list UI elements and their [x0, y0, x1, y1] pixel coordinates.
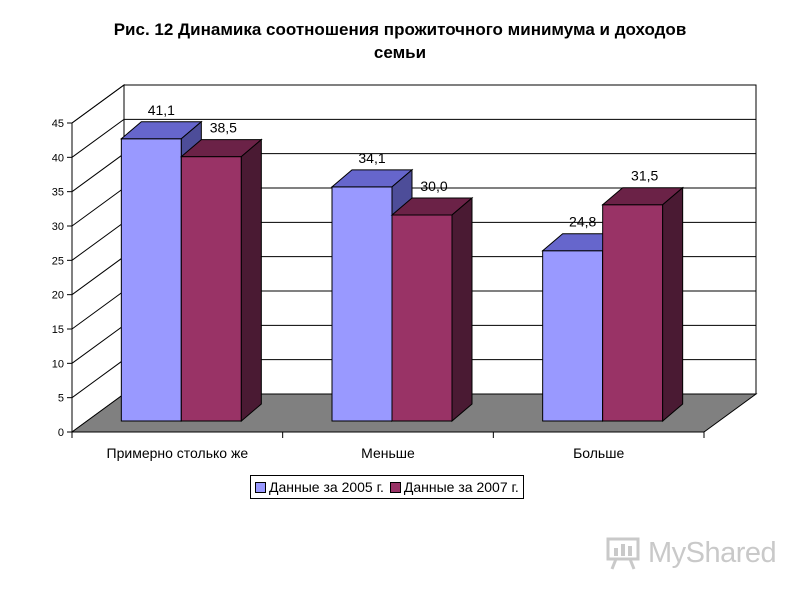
bar-front — [180, 156, 242, 422]
chart-title: Рис. 12 Динамика соотношения прожиточног… — [0, 18, 800, 64]
data-label: 31,5 — [631, 168, 658, 184]
x-category-label: Меньше — [361, 445, 415, 461]
y-tick-label: 45 — [52, 118, 64, 130]
bar-front — [602, 204, 664, 422]
y-tick-label: 35 — [52, 187, 64, 199]
bar-chart: 0 5 10 15 20 25 30 35 40 45 Примерно столько же 41,… — [52, 84, 758, 461]
y-tick-label: 0 — [58, 427, 64, 439]
legend-swatch-2007 — [389, 481, 401, 493]
data-label: 24,8 — [569, 214, 596, 230]
chart-title-line2: семьи — [373, 43, 427, 62]
y-tick-label: 30 — [52, 221, 64, 233]
chart-legend: Данные за 2005 г. Данные за 2007 г. — [250, 475, 524, 499]
gridline — [71, 118, 756, 158]
data-label: 41,1 — [148, 102, 175, 118]
legend-item-2005: Данные за 2005 г. — [255, 479, 384, 495]
legend-label-2005: Данные за 2005 г. — [269, 479, 384, 495]
y-tick-label: 20 — [52, 290, 64, 302]
side-wall — [71, 84, 125, 433]
watermark: MyShared — [606, 536, 777, 570]
data-label: 38,5 — [210, 120, 237, 136]
presentation-board-icon — [606, 537, 640, 570]
bar-side — [662, 186, 684, 423]
y-tick-label: 10 — [52, 358, 64, 370]
bar-front — [391, 214, 453, 422]
legend-swatch-2005 — [255, 481, 266, 493]
bar-side — [451, 196, 473, 423]
legend-item-2007: Данные за 2007 г. — [389, 479, 519, 495]
y-tick-label: 5 — [58, 393, 64, 405]
bar-side — [240, 138, 262, 423]
watermark-text: MyShared — [648, 536, 777, 569]
chart-title-line1: Рис. 12 Динамика соотношения прожиточног… — [113, 20, 687, 39]
x-category-label: Примерно столько же — [107, 445, 249, 461]
data-label: 30,0 — [420, 178, 447, 194]
y-tick-label: 40 — [52, 152, 64, 164]
gridline — [71, 84, 756, 124]
bar-front — [542, 250, 604, 422]
bar-front — [331, 186, 393, 422]
data-label: 34,1 — [358, 150, 385, 166]
bar-front — [120, 138, 182, 422]
legend-label-2007: Данные за 2007 г. — [403, 479, 519, 495]
y-tick-label: 25 — [52, 255, 64, 267]
y-tick-label: 15 — [52, 324, 64, 336]
x-category-label: Больше — [573, 445, 624, 461]
